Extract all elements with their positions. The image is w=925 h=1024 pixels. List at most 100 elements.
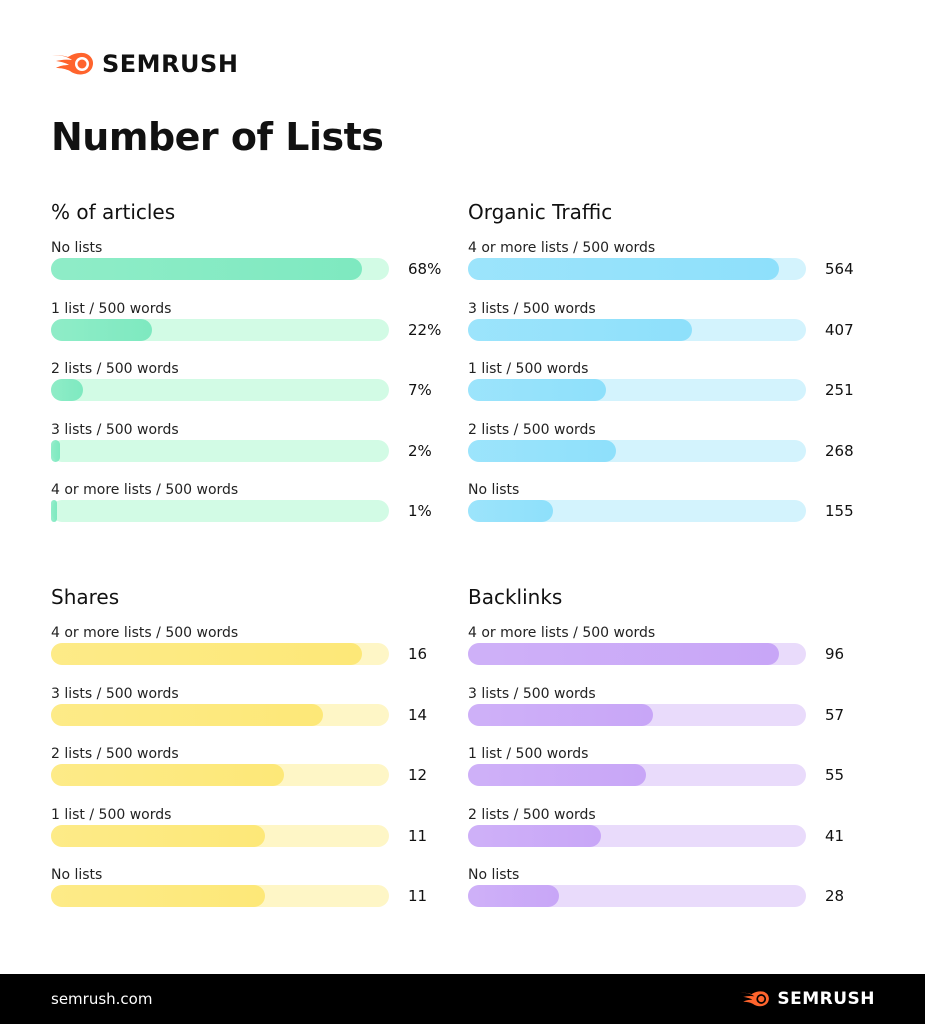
chart-panel: % of articles No lists 68% 1 list / 500 wor… xyxy=(51,200,451,543)
bar-row: 2 lists / 500 words 12 xyxy=(51,746,451,807)
semrush-flame-icon xyxy=(740,991,770,1007)
bar-row: 2 lists / 500 words 268 xyxy=(468,422,868,483)
chart-panel: Backlinks 4 or more lists / 500 words 96 3 … xyxy=(468,585,868,928)
bar-row: 3 lists / 500 words 407 xyxy=(468,301,868,362)
bar-track xyxy=(468,885,806,907)
bar-label: 2 lists / 500 words xyxy=(468,806,596,823)
chart-panel: Shares 4 or more lists / 500 words 16 3 lis… xyxy=(51,585,451,928)
bar-value: 16 xyxy=(408,645,428,663)
bar-value: 2% xyxy=(408,441,432,460)
semrush-flame-icon xyxy=(52,52,94,75)
bar-track xyxy=(51,764,389,786)
bar-label: 3 lists / 500 words xyxy=(468,300,596,317)
bar-row: No lists 11 xyxy=(51,867,451,928)
bar-row: 2 lists / 500 words 41 xyxy=(468,807,868,868)
bar-label: No lists xyxy=(51,867,103,883)
bar xyxy=(51,885,265,907)
bar-row: No lists 28 xyxy=(468,867,868,928)
bar-value: 14 xyxy=(408,705,428,724)
bar-row: 4 or more lists / 500 words 564 xyxy=(468,240,868,301)
semrush-logo: SEMRUSH xyxy=(50,50,238,78)
bar-value: 407 xyxy=(825,320,854,339)
bar xyxy=(51,318,152,341)
bar-value: 12 xyxy=(408,766,428,784)
bar-value: 155 xyxy=(825,502,854,520)
bar-row: No lists 68% xyxy=(51,240,451,301)
bar-label: 1 list / 500 words xyxy=(468,746,589,762)
bar-track xyxy=(51,379,389,401)
bar-track xyxy=(51,318,389,341)
bar-row: 1 list / 500 words 55 xyxy=(468,746,868,807)
chart-panel: Organic Traffic 4 or more lists / 500 wor… xyxy=(468,200,868,543)
chart-title: Organic Traffic xyxy=(468,200,613,224)
bar-track xyxy=(468,643,806,665)
bar-row: 1 list / 500 words 11 xyxy=(51,807,451,868)
bar-value: 251 xyxy=(825,381,854,399)
bar-track xyxy=(468,379,806,401)
bar-value: 68% xyxy=(408,260,442,278)
bar-label: 2 lists / 500 words xyxy=(51,746,179,762)
bar xyxy=(468,703,653,726)
bar-label: 2 lists / 500 words xyxy=(468,421,596,438)
bar-row: No lists 155 xyxy=(468,482,868,543)
bar-value: 57 xyxy=(825,705,845,724)
bar-label: 1 list / 500 words xyxy=(51,806,172,823)
bar-track xyxy=(468,439,806,462)
bar-value: 11 xyxy=(408,887,428,905)
bar-label: 2 lists / 500 words xyxy=(51,361,179,377)
bar-label: 1 list / 500 words xyxy=(468,361,589,377)
bar-track xyxy=(51,885,389,907)
bar-label: 3 lists / 500 words xyxy=(468,685,596,702)
bar xyxy=(51,643,362,665)
bar-label: No lists xyxy=(468,867,520,883)
bar xyxy=(51,703,324,726)
bar xyxy=(51,500,57,522)
bar-label: 4 or more lists / 500 words xyxy=(51,625,239,641)
bar-label: No lists xyxy=(51,240,103,256)
bar-value: 564 xyxy=(825,260,854,278)
bar-label: 3 lists / 500 words xyxy=(51,685,179,702)
bar-row: 3 lists / 500 words 57 xyxy=(468,686,868,747)
bar xyxy=(468,439,616,462)
bar-row: 3 lists / 500 words 14 xyxy=(51,686,451,747)
bar xyxy=(51,439,61,462)
bar-value: 11 xyxy=(408,826,428,845)
footer-logo: SEMRUSH xyxy=(739,989,875,1009)
bar-row: 1 list / 500 words 251 xyxy=(468,361,868,422)
bar-track xyxy=(468,500,806,522)
bar xyxy=(51,258,362,280)
bar-label: No lists xyxy=(468,482,520,498)
bar xyxy=(468,258,779,280)
page-title: Number of Lists xyxy=(51,115,384,159)
footer: semrush.com SEMRUSH xyxy=(0,974,925,1024)
bar-track xyxy=(468,703,806,726)
bar-value: 41 xyxy=(825,826,845,845)
bar xyxy=(468,318,693,341)
bar-label: 1 list / 500 words xyxy=(51,300,172,317)
bar xyxy=(51,379,83,401)
chart-title: % of articles xyxy=(51,200,176,224)
bar-value: 7% xyxy=(408,381,432,399)
bar-value: 96 xyxy=(825,645,845,663)
bar-row: 4 or more lists / 500 words 96 xyxy=(468,625,868,686)
brand-name: SEMRUSH xyxy=(777,989,875,1009)
bar-track xyxy=(51,439,389,462)
bar-value: 268 xyxy=(825,441,854,460)
bar-label: 4 or more lists / 500 words xyxy=(468,240,656,256)
bar-row: 2 lists / 500 words 7% xyxy=(51,361,451,422)
bar-label: 3 lists / 500 words xyxy=(51,421,179,438)
bar-track xyxy=(51,824,389,847)
bar-track xyxy=(468,764,806,786)
bar xyxy=(51,824,265,847)
bar-track xyxy=(51,703,389,726)
bar xyxy=(51,764,285,786)
bar-value: 1% xyxy=(408,502,432,520)
bar-value: 28 xyxy=(825,887,845,905)
bar-track xyxy=(51,643,389,665)
bar xyxy=(468,764,647,786)
bar xyxy=(468,885,559,907)
chart-title: Shares xyxy=(51,585,120,609)
bar-row: 3 lists / 500 words 2% xyxy=(51,422,451,483)
chart-title: Backlinks xyxy=(468,585,563,609)
